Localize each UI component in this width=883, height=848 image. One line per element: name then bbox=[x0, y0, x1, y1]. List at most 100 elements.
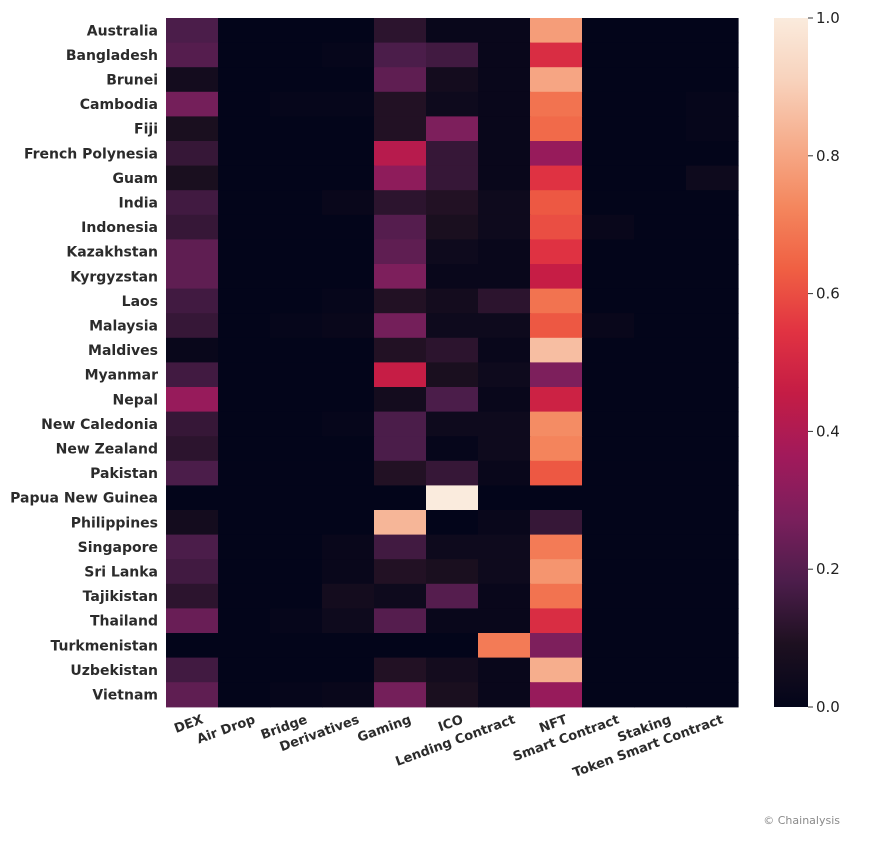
cell-guam-bridge bbox=[270, 165, 323, 191]
cell-uzbekistan-ico bbox=[426, 657, 479, 683]
cell-indonesia-smart-contract bbox=[582, 214, 635, 240]
cell-indonesia-bridge bbox=[270, 214, 323, 240]
colorbar-tick-label: 0.8 bbox=[816, 147, 840, 165]
cell-thailand-nft bbox=[530, 608, 583, 634]
cell-turkmenistan-dex bbox=[166, 633, 219, 659]
row-label-australia: Australia bbox=[87, 23, 158, 39]
cell-vietnam-air-drop bbox=[218, 682, 271, 708]
cell-india-derivatives bbox=[322, 190, 375, 216]
cell-vietnam-bridge bbox=[270, 682, 323, 708]
row-label-kyrgyzstan: Kyrgyzstan bbox=[70, 269, 158, 285]
cell-kyrgyzstan-gaming bbox=[374, 264, 427, 290]
cell-maldives-ico bbox=[426, 337, 479, 363]
cell-kazakhstan-bridge bbox=[270, 239, 323, 265]
cell-indonesia-lending-contract bbox=[478, 214, 531, 240]
cell-indonesia-staking bbox=[634, 214, 687, 240]
cell-thailand-token-smart-contract bbox=[686, 608, 739, 634]
cell-india-gaming bbox=[374, 190, 427, 216]
cell-uzbekistan-token-smart-contract bbox=[686, 657, 739, 683]
cell-brunei-dex bbox=[166, 67, 219, 93]
cell-sri-lanka-token-smart-contract bbox=[686, 559, 739, 585]
cell-laos-dex bbox=[166, 288, 219, 314]
cell-thailand-ico bbox=[426, 608, 479, 634]
cell-new-zealand-derivatives bbox=[322, 436, 375, 462]
cell-turkmenistan-token-smart-contract bbox=[686, 633, 739, 659]
cell-myanmar-smart-contract bbox=[582, 362, 635, 388]
cell-cambodia-derivatives bbox=[322, 91, 375, 117]
cell-new-caledonia-gaming bbox=[374, 411, 427, 437]
cell-papua-new-guinea-dex bbox=[166, 485, 219, 511]
cell-vietnam-dex bbox=[166, 682, 219, 708]
colorbar bbox=[774, 18, 808, 707]
cell-malaysia-staking bbox=[634, 313, 687, 339]
cell-thailand-dex bbox=[166, 608, 219, 634]
colorbar-ticks: 0.0 0.2 0.4 0.6 0.8 1.0 bbox=[808, 9, 840, 716]
row-label-malaysia: Malaysia bbox=[89, 319, 158, 335]
cell-turkmenistan-bridge bbox=[270, 633, 323, 659]
cell-nepal-derivatives bbox=[322, 387, 375, 413]
cell-kyrgyzstan-bridge bbox=[270, 264, 323, 290]
cell-thailand-derivatives bbox=[322, 608, 375, 634]
cell-vietnam-nft bbox=[530, 682, 583, 708]
cell-new-caledonia-token-smart-contract bbox=[686, 411, 739, 437]
cell-brunei-ico bbox=[426, 67, 479, 93]
heatmap-cells bbox=[166, 18, 739, 708]
cell-guam-nft bbox=[530, 165, 583, 191]
row-label-myanmar: Myanmar bbox=[85, 368, 159, 384]
cell-laos-nft bbox=[530, 288, 583, 314]
cell-fiji-bridge bbox=[270, 116, 323, 142]
cell-french-polynesia-derivatives bbox=[322, 141, 375, 167]
colorbar-tick-label: 0.0 bbox=[816, 698, 840, 716]
cell-uzbekistan-bridge bbox=[270, 657, 323, 683]
cell-nepal-air-drop bbox=[218, 387, 271, 413]
cell-malaysia-bridge bbox=[270, 313, 323, 339]
cell-uzbekistan-nft bbox=[530, 657, 583, 683]
cell-sri-lanka-smart-contract bbox=[582, 559, 635, 585]
cell-maldives-derivatives bbox=[322, 337, 375, 363]
cell-maldives-smart-contract bbox=[582, 337, 635, 363]
cell-guam-lending-contract bbox=[478, 165, 531, 191]
cell-cambodia-token-smart-contract bbox=[686, 91, 739, 117]
row-label-fiji: Fiji bbox=[134, 122, 158, 138]
row-label-pakistan: Pakistan bbox=[90, 466, 158, 482]
cell-pakistan-token-smart-contract bbox=[686, 460, 739, 486]
cell-brunei-derivatives bbox=[322, 67, 375, 93]
cell-brunei-token-smart-contract bbox=[686, 67, 739, 93]
cell-bangladesh-smart-contract bbox=[582, 42, 635, 68]
cell-indonesia-gaming bbox=[374, 214, 427, 240]
cell-maldives-token-smart-contract bbox=[686, 337, 739, 363]
cell-india-staking bbox=[634, 190, 687, 216]
cell-myanmar-nft bbox=[530, 362, 583, 388]
cell-pakistan-staking bbox=[634, 460, 687, 486]
colorbar-tick-label: 0.4 bbox=[816, 422, 840, 440]
cell-bangladesh-bridge bbox=[270, 42, 323, 68]
cell-nepal-staking bbox=[634, 387, 687, 413]
cell-new-zealand-bridge bbox=[270, 436, 323, 462]
cell-sri-lanka-gaming bbox=[374, 559, 427, 585]
cell-uzbekistan-gaming bbox=[374, 657, 427, 683]
cell-pakistan-smart-contract bbox=[582, 460, 635, 486]
cell-uzbekistan-derivatives bbox=[322, 657, 375, 683]
cell-uzbekistan-air-drop bbox=[218, 657, 271, 683]
cell-new-zealand-air-drop bbox=[218, 436, 271, 462]
cell-singapore-air-drop bbox=[218, 534, 271, 560]
cell-australia-nft bbox=[530, 18, 583, 44]
cell-french-polynesia-smart-contract bbox=[582, 141, 635, 167]
cell-india-ico bbox=[426, 190, 479, 216]
cell-kyrgyzstan-token-smart-contract bbox=[686, 264, 739, 290]
cell-vietnam-ico bbox=[426, 682, 479, 708]
cell-philippines-staking bbox=[634, 510, 687, 536]
cell-vietnam-smart-contract bbox=[582, 682, 635, 708]
cell-philippines-token-smart-contract bbox=[686, 510, 739, 536]
cell-fiji-token-smart-contract bbox=[686, 116, 739, 142]
colorbar-tick-label: 0.6 bbox=[816, 285, 840, 303]
cell-brunei-staking bbox=[634, 67, 687, 93]
cell-singapore-lending-contract bbox=[478, 534, 531, 560]
colorbar-tick-label: 1.0 bbox=[816, 9, 840, 27]
cell-new-zealand-ico bbox=[426, 436, 479, 462]
cell-india-bridge bbox=[270, 190, 323, 216]
cell-philippines-dex bbox=[166, 510, 219, 536]
cell-malaysia-nft bbox=[530, 313, 583, 339]
cell-tajikistan-gaming bbox=[374, 583, 427, 609]
